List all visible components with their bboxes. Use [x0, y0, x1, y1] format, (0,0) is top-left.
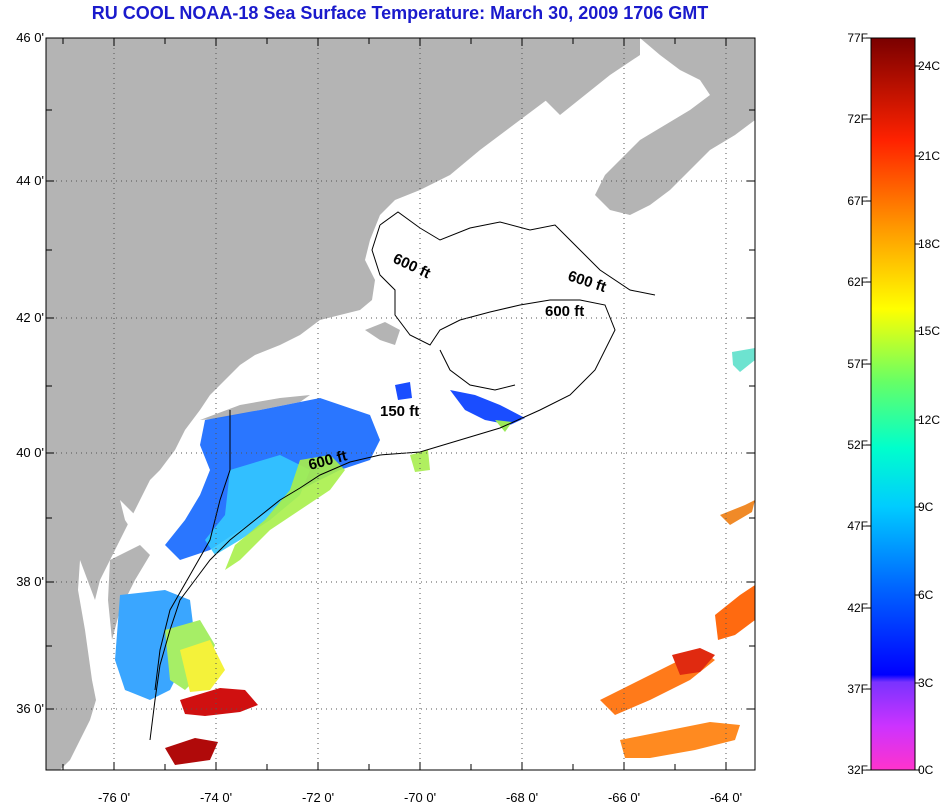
colorbar — [870, 37, 916, 771]
map-title: RU COOL NOAA-18 Sea Surface Temperature:… — [91, 3, 709, 23]
colorbar-label-c: 12C — [918, 413, 941, 427]
sst-patch-east-orange-4 — [720, 500, 755, 525]
land-cape-cod — [365, 322, 400, 345]
sst-patch-gulfstream-red-1 — [180, 688, 258, 716]
lat-label: 40 0' — [16, 445, 44, 460]
colorbar-label-f: 42F — [847, 601, 868, 615]
bathymetry-contours — [149, 211, 656, 741]
colorbar-label-f: 57F — [847, 357, 868, 371]
chesapeake-bay — [78, 560, 120, 760]
lat-label: 38 0' — [16, 574, 44, 589]
colorbar-label-f: 52F — [847, 438, 868, 452]
land-nova-scotia — [595, 38, 755, 215]
lon-label: -76 0' — [97, 790, 131, 805]
colorbar-label-f: 72F — [847, 112, 868, 126]
sst-patch-shelf-green — [225, 455, 345, 570]
colorbar-label-f: 77F — [847, 31, 868, 45]
sst-patch-east-red — [672, 648, 715, 675]
colorbar-label-f: 62F — [847, 275, 868, 289]
sst-patch-small-green — [410, 450, 430, 472]
colorbar-label-c: 9C — [918, 500, 934, 514]
colorbar-ticks — [866, 37, 920, 771]
land-delmarva — [108, 545, 150, 640]
graticule — [46, 38, 755, 770]
lat-label: 36 0' — [16, 701, 44, 716]
lat-label: 44 0' — [16, 173, 44, 188]
land-long-island — [200, 395, 310, 420]
contour-label: 150 ft — [380, 403, 419, 420]
lon-label: -72 0' — [301, 790, 335, 805]
delaware-bay — [120, 500, 150, 545]
sst-patch-south-yellow — [180, 640, 225, 692]
map-frame — [45, 37, 756, 771]
colorbar-label-c: 0C — [918, 763, 934, 777]
land-us-northeast — [46, 38, 640, 770]
lon-label: -70 0' — [403, 790, 437, 805]
colorbar-label-f: 47F — [847, 519, 868, 533]
lat-label: 42 0' — [16, 310, 44, 325]
sst-patch-gom-blue — [395, 382, 412, 400]
colorbar-label-c: 3C — [918, 676, 934, 690]
colorbar-label-f: 37F — [847, 682, 868, 696]
sst-patch-gb-blue — [450, 390, 525, 425]
colorbar-label-c: 21C — [918, 149, 941, 163]
colorbar-label-c: 18C — [918, 237, 941, 251]
map-ticks — [46, 38, 755, 770]
sst-patch-shelf-cyan — [205, 455, 310, 555]
lon-label: -74 0' — [199, 790, 233, 805]
lat-label: 46 0' — [16, 30, 44, 45]
colorbar-label-c: 24C — [918, 59, 941, 73]
colorbar-label-c: 6C — [918, 588, 934, 602]
sst-patch-east-orange-3 — [620, 722, 740, 758]
sst-patch-gulfstream-red-2 — [165, 738, 218, 765]
lon-label: -66 0' — [607, 790, 641, 805]
lon-label: -64 0' — [709, 790, 743, 805]
colorbar-label-f: 67F — [847, 194, 868, 208]
colorbar-label-f: 32F — [847, 763, 868, 777]
lon-label: -68 0' — [505, 790, 539, 805]
sst-patch-east-cyan — [732, 348, 755, 372]
colorbar-label-c: 15C — [918, 324, 941, 338]
land-new-brunswick — [545, 38, 640, 115]
sst-patch-east-orange-2 — [715, 585, 755, 640]
contour-label: 600 ft — [545, 303, 584, 320]
